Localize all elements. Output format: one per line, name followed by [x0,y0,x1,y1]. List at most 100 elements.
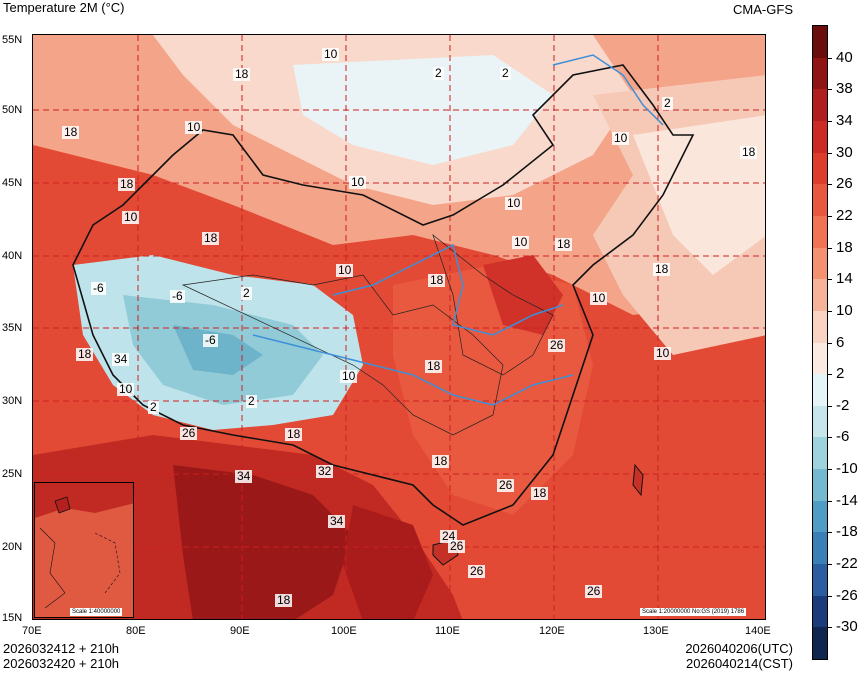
contour-label: 34 [328,514,346,528]
inset-scale-label: Scale 1:40000000 [70,608,123,616]
lat-label-50n: 50N [2,104,23,116]
colorbar-segment [813,57,827,90]
contour-label: 10 [340,369,358,383]
colorbar-segment [813,120,827,154]
colorbar-segment [813,342,827,375]
colorbar-label: 22 [836,206,853,224]
china-border [72,64,695,526]
colorbar-tick [828,405,832,407]
colorbar-segment [813,247,827,280]
lat-label-25n: 25N [2,468,23,480]
contour-label: 10 [505,196,523,210]
colorbar-segment [813,627,827,660]
colorbar-label: -2 [836,396,850,414]
contour-label: 2 [241,286,252,300]
colorbar-label: 26 [836,175,853,193]
contour-label: 18 [118,177,136,191]
colorbar-tick [828,342,832,344]
contour-label: 18 [428,273,446,287]
contour-label: 2 [148,400,159,414]
colorbar-label: -22 [836,555,858,573]
contour-label: 18 [432,454,450,468]
province-lines [181,274,504,436]
colorbar-segment [813,405,827,438]
lat-label-55n: 55N [2,34,23,46]
yellow-river [332,243,564,336]
lon-label-80e: 80E [126,625,146,637]
lat-label-20n: 20N [2,541,23,553]
contour-label: 26 [448,539,466,553]
colorbar-label: -10 [836,460,858,478]
colorbar-label: 38 [836,80,853,98]
colorbar-tick [828,437,832,439]
lon-label-90e: 90E [230,625,250,637]
lon-label-120e: 120E [539,625,565,637]
lon-label-140e: 140E [745,625,771,637]
colorbar-tick [828,184,832,186]
contour-label: 2 [662,96,673,110]
lat-label-30n: 30N [2,395,23,407]
south-china-sea-inset [34,482,134,618]
lon-label-100e: 100E [331,625,357,637]
contour-label: 24 [440,529,458,543]
tibet-coldest-zone [173,325,263,375]
contour-label: 26 [497,478,515,492]
colorbar-label: 10 [836,301,853,319]
colorbar-tick [828,374,832,376]
colorbar-label: -26 [836,586,858,604]
contour-label: 18 [202,231,220,245]
contour-label: 18 [76,347,94,361]
contour-label: 18 [531,486,549,500]
run-time-utc: 2026032412 + 210h [3,641,120,656]
colorbar-segment [813,152,827,185]
colorbar-tick [828,57,832,59]
heilong-river [552,54,664,126]
map-scale-label: Scale 1:20000000 No:GS (2019) 1786 [640,608,747,616]
lat-label-40n: 40N [2,250,23,262]
colorbar [812,25,828,660]
contour-label: 10 [349,175,367,189]
colorbar-segment [813,279,827,312]
contour-label: 18 [233,67,251,81]
contour-label: 10 [322,47,340,61]
very-hot-indochina-zone [343,505,433,619]
contour-label: 18 [275,593,293,607]
colorbar-tick [828,532,832,534]
colorbar-label: 18 [836,238,853,256]
colorbar-segment [813,564,827,597]
colorbar-segment [813,184,827,217]
colorbar-tick [828,215,832,217]
colorbar-tick [828,564,832,566]
contour-label: -6 [170,289,185,303]
lat-label-15n: 15N [2,612,23,624]
contour-label: 2 [500,66,511,80]
contour-label: 10 [590,291,608,305]
very-hot-india-zone [173,465,353,619]
colorbar-segment [813,374,827,407]
lat-label-45n: 45N [2,177,23,189]
colorbar-label: -18 [836,523,858,541]
colorbar-tick [828,279,832,281]
colorbar-segment [813,500,827,533]
contour-label: 26 [585,584,603,598]
colorbar-tick [828,152,832,154]
colorbar-tick [828,595,832,597]
contour-label: 10 [654,346,672,360]
colorbar-label: 2 [836,365,845,383]
north-china-plain-zone [483,255,563,335]
colorbar-tick [828,247,832,249]
contour-label: 18 [740,145,758,159]
yangtze-river [252,334,574,406]
contour-label: 26 [548,338,566,352]
colorbar-tick [828,469,832,471]
province-lines-east [432,233,554,376]
contour-label: 2 [246,394,257,408]
contour-label: 10 [512,235,530,249]
lon-label-130e: 130E [643,625,669,637]
contour-label: 10 [185,120,203,134]
contour-label: 18 [653,262,671,276]
contour-label: 18 [425,359,443,373]
colorbar-segment [813,469,827,502]
contour-label: 34 [235,469,253,483]
contour-label: 18 [285,427,303,441]
